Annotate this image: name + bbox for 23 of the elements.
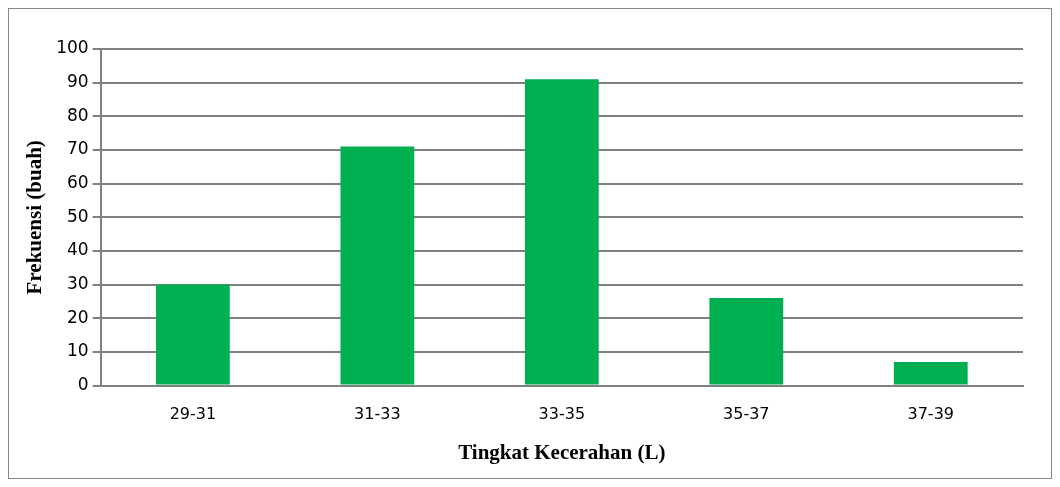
bar	[524, 79, 599, 385]
y-tick-label: 70	[67, 138, 89, 159]
bar	[893, 362, 968, 385]
y-tick-label: 90	[67, 71, 89, 92]
x-tick-label: 29-31	[169, 404, 217, 424]
y-tick-label: 80	[67, 104, 89, 125]
y-axis-title: Frekuensi (buah)	[22, 140, 47, 295]
bar	[340, 146, 415, 385]
bar	[709, 298, 784, 385]
y-tick-label: 50	[67, 205, 89, 226]
bar	[155, 284, 230, 385]
x-axis-title: Tingkat Kecerahan (L)	[458, 439, 666, 464]
y-tick-label: 60	[67, 172, 89, 193]
x-tick-label: 35-37	[723, 404, 770, 424]
y-tick-label: 30	[67, 273, 89, 294]
y-tick-label: 40	[67, 239, 89, 260]
x-tick-label: 37-39	[907, 404, 955, 424]
y-tick-label: 10	[67, 340, 89, 361]
y-tick-label: 0	[77, 374, 89, 395]
y-tick-label: 20	[67, 306, 89, 327]
x-tick-label: 33-35	[538, 404, 586, 424]
x-tick-label: 31-33	[354, 404, 401, 424]
y-tick-label: 100	[56, 37, 89, 58]
